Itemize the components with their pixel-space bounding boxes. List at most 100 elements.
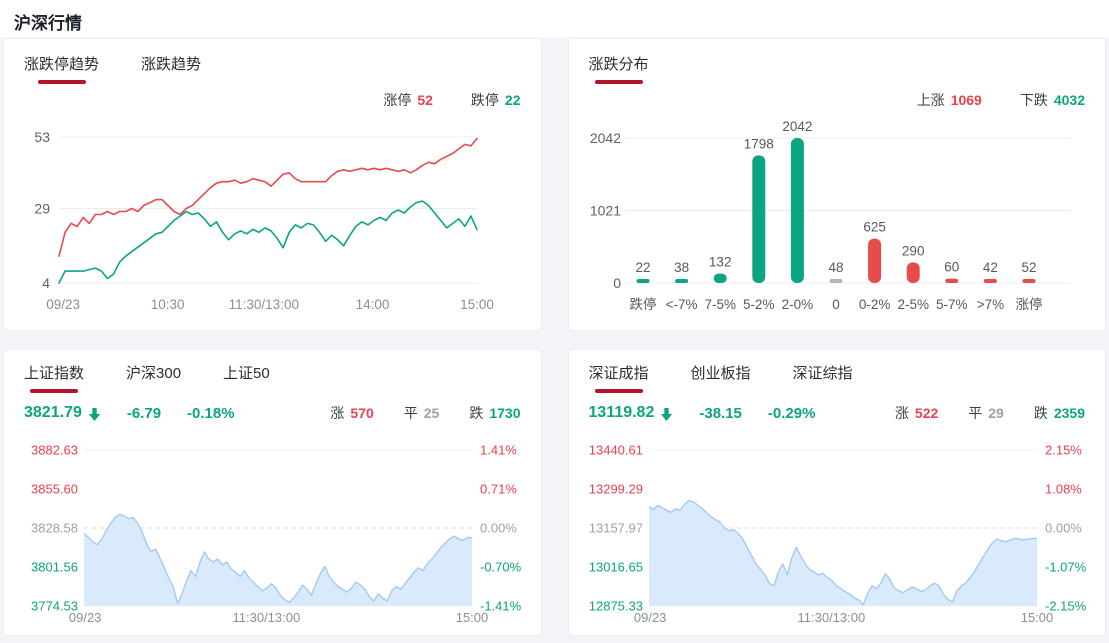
- svg-text:53: 53: [34, 129, 50, 145]
- advance-decline-stats: 涨 522 平 29 跌 2359: [865, 403, 1085, 423]
- down-arrow-icon: [661, 407, 673, 421]
- svg-text:0-2%: 0-2%: [858, 297, 890, 312]
- tab-limit-up-down-trend[interactable]: 涨跌停趋势: [24, 54, 99, 84]
- svg-text:09/23: 09/23: [69, 610, 102, 625]
- stat-up: 涨 522: [895, 403, 938, 423]
- tab-szse-composite[interactable]: 深证综指: [793, 363, 853, 384]
- svg-text:52: 52: [1021, 260, 1036, 275]
- tab-label: 涨跌分布: [588, 56, 649, 73]
- svg-text:0.00%: 0.00%: [1045, 521, 1082, 536]
- legend-label: 涨停: [383, 92, 412, 108]
- legend-label: 下跌: [1019, 92, 1048, 108]
- stat-value: 2359: [1053, 405, 1085, 421]
- stat-value: 25: [423, 405, 440, 421]
- svg-text:0: 0: [832, 297, 840, 312]
- svg-text:13157.97: 13157.97: [589, 521, 643, 536]
- svg-text:09/23: 09/23: [46, 297, 80, 312]
- svg-text:48: 48: [828, 260, 843, 275]
- legend-value: 22: [504, 92, 521, 108]
- tab-label: 沪深300: [126, 365, 182, 382]
- svg-text:5-7%: 5-7%: [936, 297, 968, 312]
- legend-advancers: 上涨 1069: [917, 90, 982, 110]
- tab-sse50[interactable]: 上证50: [223, 363, 270, 384]
- svg-text:2042: 2042: [589, 130, 620, 146]
- stat-down: 跌 2359: [1034, 403, 1085, 423]
- index-value: 3821.79: [24, 404, 82, 421]
- sh-index-tabs: 上证指数 沪深300 上证50: [24, 363, 521, 397]
- svg-text:2-5%: 2-5%: [897, 297, 929, 312]
- index-change-pct: -0.29%: [767, 404, 816, 422]
- svg-text:2.15%: 2.15%: [1045, 443, 1082, 458]
- svg-text:29: 29: [34, 201, 50, 217]
- panel-distribution: 涨跌分布 上涨 1069 下跌 4032 2042 1021 0 22 跌停 38 <-7% 13…: [567, 38, 1106, 331]
- legend-label: 跌停: [470, 92, 499, 108]
- legend-label: 上涨: [916, 92, 945, 108]
- limit-trend-tabs: 涨跌停趋势 涨跌趋势: [24, 54, 521, 88]
- stat-up: 涨 570: [330, 403, 373, 423]
- svg-text:11:30/13:00: 11:30/13:00: [229, 297, 299, 312]
- svg-text:10:30: 10:30: [151, 297, 185, 312]
- svg-text:涨停: 涨停: [1015, 296, 1042, 312]
- limit-trend-line-chart: 4 29 53 09/23 10:30 11:30/13:00 14:00 15:00: [34, 129, 494, 312]
- svg-text:13299.29: 13299.29: [589, 482, 643, 497]
- tab-chinext[interactable]: 创业板指: [691, 363, 751, 384]
- advance-decline-stats: 涨 570 平 25 跌 1730: [300, 403, 520, 423]
- svg-text:13440.61: 13440.61: [589, 443, 643, 458]
- legend-decliners: 下跌 4032: [1020, 90, 1085, 110]
- sz-index-tabs: 深证成指 创业板指 深证综指: [589, 363, 1086, 397]
- svg-text:22: 22: [635, 260, 650, 275]
- svg-text:-2.15%: -2.15%: [1045, 599, 1087, 614]
- svg-text:15:00: 15:00: [1020, 610, 1053, 625]
- svg-text:60: 60: [944, 260, 959, 275]
- tab-label: 深证综指: [792, 365, 853, 382]
- tab-szse-component[interactable]: 深证成指: [589, 363, 649, 393]
- index-change-pct: -0.18%: [187, 404, 235, 422]
- svg-text:7-5%: 7-5%: [704, 297, 736, 312]
- svg-text:15:00: 15:00: [460, 297, 494, 312]
- svg-text:3882.63: 3882.63: [31, 443, 78, 458]
- legend-value: 1069: [950, 92, 982, 108]
- svg-text:1.41%: 1.41%: [480, 443, 517, 458]
- svg-text:1.08%: 1.08%: [1045, 482, 1082, 497]
- svg-text:3855.60: 3855.60: [31, 482, 78, 497]
- distribution-tabs: 涨跌分布: [589, 54, 1086, 88]
- svg-text:11:30/13:00: 11:30/13:00: [233, 610, 301, 625]
- sh-index-stats: 3821.79 -6.79 -0.18% 涨 570 平 25 跌 1730: [24, 400, 521, 426]
- stat-value: 1730: [489, 405, 521, 421]
- svg-text:4: 4: [42, 275, 50, 291]
- svg-text:11:30/13:00: 11:30/13:00: [797, 610, 865, 625]
- stat-label: 涨: [330, 405, 345, 421]
- svg-text:12875.33: 12875.33: [589, 599, 643, 614]
- tab-up-down-trend[interactable]: 涨跌趋势: [141, 54, 201, 75]
- panel-sh-index: 上证指数 沪深300 上证50 3821.79 -6.79 -0.18% 涨 57…: [3, 349, 542, 636]
- tab-distribution[interactable]: 涨跌分布: [589, 54, 649, 84]
- index-value: 13119.82: [588, 404, 655, 421]
- legend-value: 52: [417, 92, 433, 108]
- tab-label: 涨跌趋势: [141, 56, 202, 73]
- stat-label: 涨: [894, 405, 909, 421]
- svg-text:3828.58: 3828.58: [31, 521, 78, 536]
- stat-value: 522: [914, 405, 939, 421]
- svg-text:3801.56: 3801.56: [31, 560, 78, 575]
- tab-label: 涨跌停趋势: [24, 56, 100, 73]
- stat-label: 跌: [469, 405, 484, 421]
- legend-limit-down: 跌停 22: [471, 90, 521, 110]
- index-change: -38.15: [699, 404, 742, 422]
- stat-value: 570: [350, 405, 374, 421]
- active-tab-underline: [30, 389, 78, 393]
- svg-text:>7%: >7%: [976, 297, 1003, 312]
- active-tab-underline: [37, 80, 86, 84]
- panel-limit-trend: 涨跌停趋势 涨跌趋势 涨停 52 跌停 22 4 29 53 09/23 10:30 11:3…: [3, 38, 542, 331]
- tab-shanghai-composite[interactable]: 上证指数: [24, 363, 84, 393]
- stat-label: 平: [968, 405, 983, 421]
- svg-text:1021: 1021: [589, 203, 620, 219]
- svg-text:-0.70%: -0.70%: [480, 560, 522, 575]
- legend-value: 4032: [1053, 92, 1085, 108]
- active-tab-underline: [594, 80, 643, 84]
- distribution-bar-chart: 2042 1021 0 22 跌停 38 <-7% 132 7-5% 1798 5-2% 2042 2-…: [589, 119, 1071, 312]
- sz-index-stats: 13119.82 -38.15 -0.29% 涨 522 平 29 跌 2359: [589, 400, 1086, 426]
- svg-text:38: 38: [674, 260, 689, 275]
- page-title: 沪深行情: [14, 14, 82, 33]
- tab-csi300[interactable]: 沪深300: [126, 363, 181, 384]
